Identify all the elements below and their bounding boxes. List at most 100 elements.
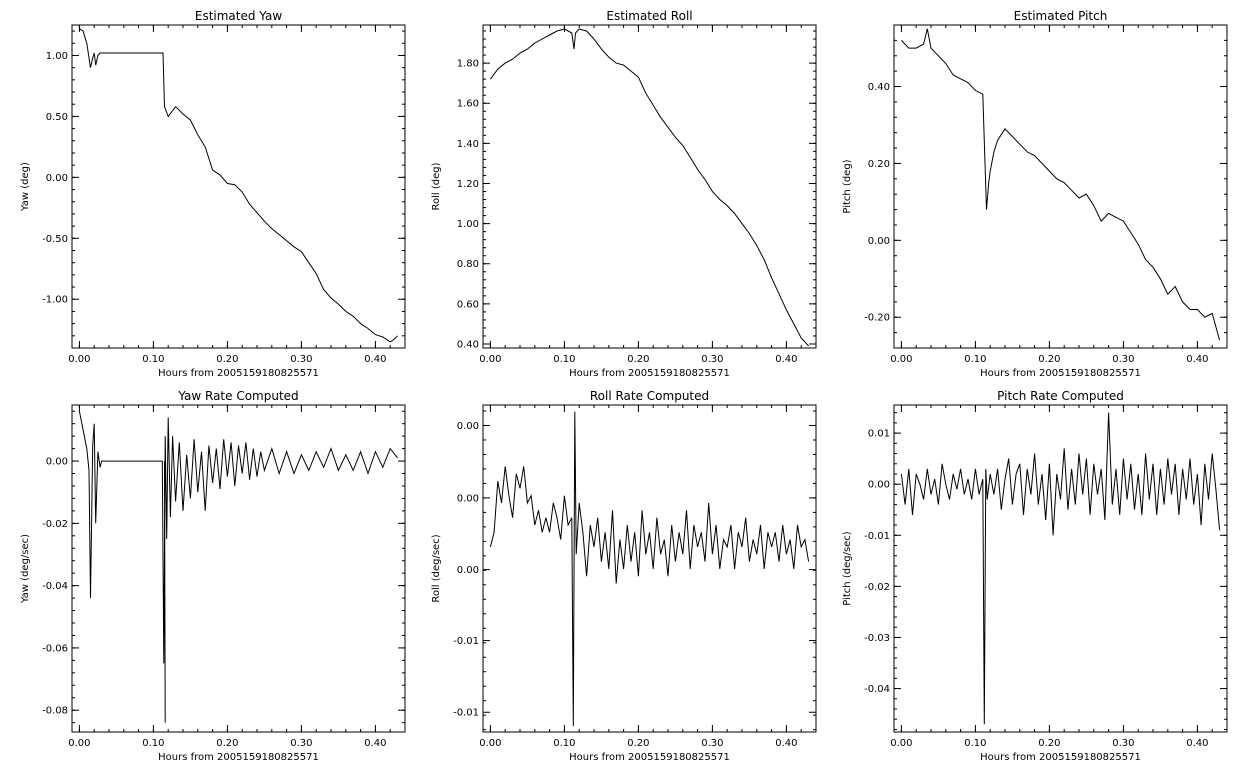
x-tick-label: 0.10 bbox=[142, 354, 164, 365]
x-tick-label: 0.10 bbox=[553, 354, 575, 365]
y-axis-label: Pitch (deg/sec) bbox=[842, 531, 853, 606]
y-axis-label: Roll (deg) bbox=[431, 162, 442, 210]
series-line-1 bbox=[489, 28, 809, 347]
x-tick-label: 0.30 bbox=[1112, 738, 1134, 749]
y-tick-label: 1.60 bbox=[457, 99, 479, 110]
chart-title: Estimated Pitch bbox=[1014, 9, 1108, 23]
plot-frame bbox=[482, 24, 817, 349]
x-tick-label: 0.40 bbox=[1186, 354, 1208, 365]
x-tick-label: 0.40 bbox=[775, 738, 797, 749]
plot-frame bbox=[482, 404, 817, 733]
y-tick-label: 1.20 bbox=[457, 179, 479, 190]
x-axis-label: Hours from 2005159180825571 bbox=[980, 368, 1141, 379]
y-tick-label: -0.03 bbox=[864, 633, 890, 644]
y-tick-label: 0.00 bbox=[46, 173, 68, 184]
chart-panel-1: Estimated Yaw Hours from 2005159180825571… bbox=[20, 9, 406, 379]
x-tick-label: 0.30 bbox=[1112, 354, 1134, 365]
x-tick-label: 0.00 bbox=[479, 738, 501, 749]
y-tick-label: -0.06 bbox=[42, 643, 68, 654]
chart-title: Yaw Rate Computed bbox=[177, 389, 298, 403]
y-tick-label: -0.02 bbox=[864, 582, 890, 593]
x-tick-label: 0.40 bbox=[1186, 738, 1208, 749]
chart-panel-2: Estimated Roll Hours from 200515918082557… bbox=[431, 9, 817, 379]
x-tick-label: 0.10 bbox=[964, 738, 986, 749]
y-tick-label: -0.08 bbox=[42, 706, 68, 717]
y-axis-label: Yaw (deg/sec) bbox=[20, 534, 31, 604]
x-tick-label: 0.30 bbox=[701, 738, 723, 749]
chart-title: Estimated Yaw bbox=[195, 9, 282, 23]
plot-frame bbox=[893, 24, 1228, 349]
y-tick-label: 1.00 bbox=[457, 219, 479, 230]
y-tick-label: -0.20 bbox=[864, 313, 890, 324]
chart-title: Pitch Rate Computed bbox=[997, 389, 1124, 403]
x-tick-label: 0.20 bbox=[1038, 354, 1060, 365]
x-tick-label: 0.40 bbox=[775, 354, 797, 365]
y-tick-label: 0.00 bbox=[457, 493, 479, 504]
x-axis-label: Hours from 2005159180825571 bbox=[980, 752, 1141, 763]
chart-panel-3: Estimated Pitch Hours from 20051591808255… bbox=[842, 9, 1228, 379]
x-tick-label: 0.00 bbox=[890, 738, 912, 749]
x-tick-label: 0.40 bbox=[364, 738, 386, 749]
y-tick-label: -0.01 bbox=[453, 708, 479, 719]
y-tick-label: 0.60 bbox=[457, 299, 479, 310]
x-tick-label: 0.20 bbox=[216, 354, 238, 365]
y-tick-label: 0.40 bbox=[868, 82, 890, 93]
y-tick-label: 0.50 bbox=[46, 112, 68, 123]
chart-title: Roll Rate Computed bbox=[590, 389, 709, 403]
x-tick-label: 0.00 bbox=[479, 354, 501, 365]
x-axis-label: Hours from 2005159180825571 bbox=[569, 752, 730, 763]
y-tick-label: 0.00 bbox=[46, 457, 68, 468]
chart-panels: Estimated Yaw Hours from 2005159180825571… bbox=[20, 9, 1228, 763]
x-tick-label: 0.40 bbox=[364, 354, 386, 365]
y-tick-label: -0.04 bbox=[42, 581, 68, 592]
y-tick-label: -0.02 bbox=[42, 519, 68, 530]
y-tick-label: 0.20 bbox=[868, 159, 890, 170]
y-tick-label: -0.50 bbox=[42, 234, 68, 245]
x-tick-label: 0.00 bbox=[68, 738, 90, 749]
x-tick-label: 0.30 bbox=[290, 738, 312, 749]
y-tick-label: 0.00 bbox=[457, 421, 479, 432]
y-axis-label: Roll (deg/sec) bbox=[431, 534, 442, 602]
x-axis-label: Hours from 2005159180825571 bbox=[569, 368, 730, 379]
y-tick-label: -0.01 bbox=[864, 531, 890, 542]
x-axis-label: Hours from 2005159180825571 bbox=[158, 752, 319, 763]
y-tick-label: -1.00 bbox=[42, 295, 68, 306]
x-tick-label: 0.10 bbox=[964, 354, 986, 365]
chart-panel-4: Yaw Rate Computed Hours from 200515918082… bbox=[20, 389, 406, 763]
x-tick-label: 0.00 bbox=[890, 354, 912, 365]
y-tick-label: 0.00 bbox=[868, 236, 890, 247]
series-line-1 bbox=[901, 28, 1221, 341]
x-tick-label: 0.20 bbox=[1038, 738, 1060, 749]
y-tick-label: 0.01 bbox=[868, 429, 890, 440]
x-tick-label: 0.30 bbox=[290, 354, 312, 365]
series-line-1 bbox=[78, 411, 398, 664]
y-tick-label: 0.00 bbox=[457, 565, 479, 576]
y-axis-label: Yaw (deg) bbox=[20, 162, 31, 212]
y-tick-label: 1.40 bbox=[457, 139, 479, 150]
x-tick-label: 0.00 bbox=[68, 354, 90, 365]
series-line-1 bbox=[489, 411, 810, 727]
series-line-1 bbox=[79, 28, 398, 343]
x-axis-label: Hours from 2005159180825571 bbox=[158, 368, 319, 379]
x-tick-label: 0.10 bbox=[142, 738, 164, 749]
x-tick-label: 0.20 bbox=[216, 738, 238, 749]
chart-panel-6: Pitch Rate Computed Hours from 2005159180… bbox=[842, 389, 1228, 763]
y-tick-label: 1.00 bbox=[46, 51, 68, 62]
chart-panel-5: Roll Rate Computed Hours from 20051591808… bbox=[431, 389, 817, 763]
plot-frame bbox=[71, 404, 406, 733]
series-line-2 bbox=[164, 461, 166, 723]
x-tick-label: 0.30 bbox=[701, 354, 723, 365]
x-tick-label: 0.20 bbox=[627, 354, 649, 365]
y-tick-label: 0.80 bbox=[457, 259, 479, 270]
series-line-1 bbox=[900, 412, 1221, 725]
chart-title: Estimated Roll bbox=[606, 9, 692, 23]
plot-frame bbox=[71, 24, 406, 349]
y-axis-label: Pitch (deg) bbox=[842, 159, 853, 213]
y-tick-label: 0.00 bbox=[868, 480, 890, 491]
x-tick-label: 0.20 bbox=[627, 738, 649, 749]
y-tick-label: 1.80 bbox=[457, 59, 479, 70]
x-tick-label: 0.10 bbox=[553, 738, 575, 749]
y-tick-label: 0.40 bbox=[457, 339, 479, 350]
plot-frame bbox=[893, 404, 1228, 733]
